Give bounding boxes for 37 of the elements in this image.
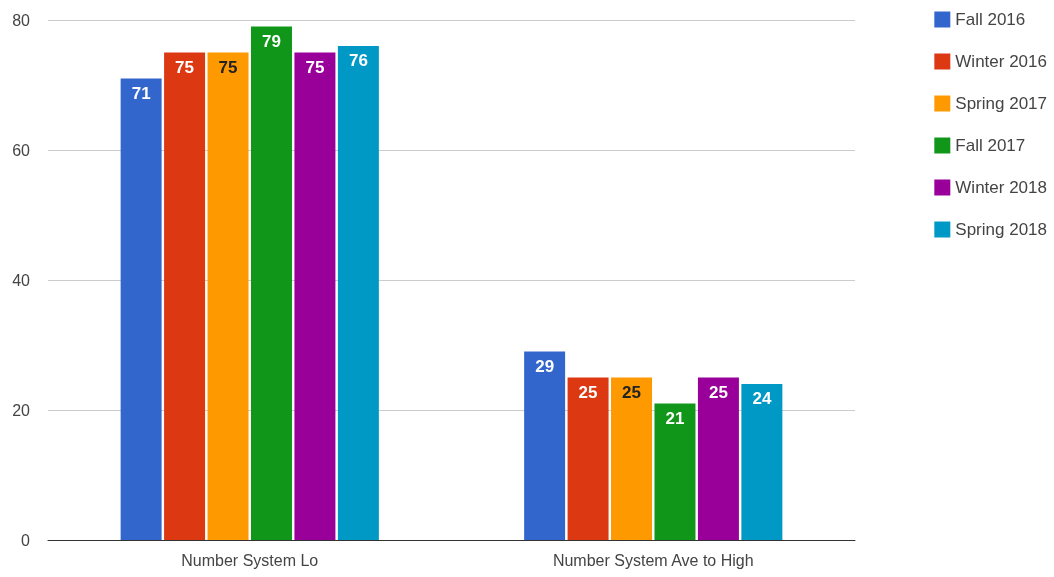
legend-label: Winter 2018 [955, 178, 1047, 197]
data-label: 71 [131, 83, 151, 103]
bar [697, 377, 739, 540]
legend-label: Fall 2016 [955, 10, 1026, 29]
data-label: 24 [752, 389, 772, 408]
legend-label: Winter 2016 [955, 52, 1047, 71]
data-label: 25 [578, 382, 598, 402]
legend-label: Spring 2018 [955, 220, 1048, 239]
bar [120, 78, 162, 540]
bar [337, 46, 379, 540]
bar [207, 52, 249, 540]
data-label: 25 [622, 382, 641, 402]
y-tick-label: 20 [12, 401, 31, 419]
y-tick-label: 0 [21, 531, 31, 549]
y-tick-label: 80 [12, 11, 31, 29]
legend-label: Fall 2017 [955, 136, 1026, 155]
data-label: 75 [175, 57, 195, 77]
bar [164, 52, 206, 540]
data-label: 21 [665, 408, 685, 428]
bar [567, 377, 609, 540]
data-label: 75 [305, 57, 325, 77]
data-label: 25 [708, 382, 728, 402]
data-label: 79 [262, 31, 281, 51]
bar [294, 52, 336, 540]
data-label: 29 [535, 356, 555, 376]
bar [524, 351, 566, 540]
legend-label: Spring 2017 [955, 94, 1048, 113]
bar [654, 403, 696, 540]
x-tick-label: Number System Lo [181, 551, 319, 569]
bar [741, 384, 783, 540]
data-label: 76 [348, 51, 368, 70]
data-label: 75 [218, 57, 238, 77]
bar [611, 377, 653, 540]
bar [250, 26, 292, 540]
x-tick-label: Number System Ave to High [552, 551, 754, 569]
y-tick-label: 60 [12, 141, 31, 159]
y-tick-label: 40 [12, 271, 31, 289]
